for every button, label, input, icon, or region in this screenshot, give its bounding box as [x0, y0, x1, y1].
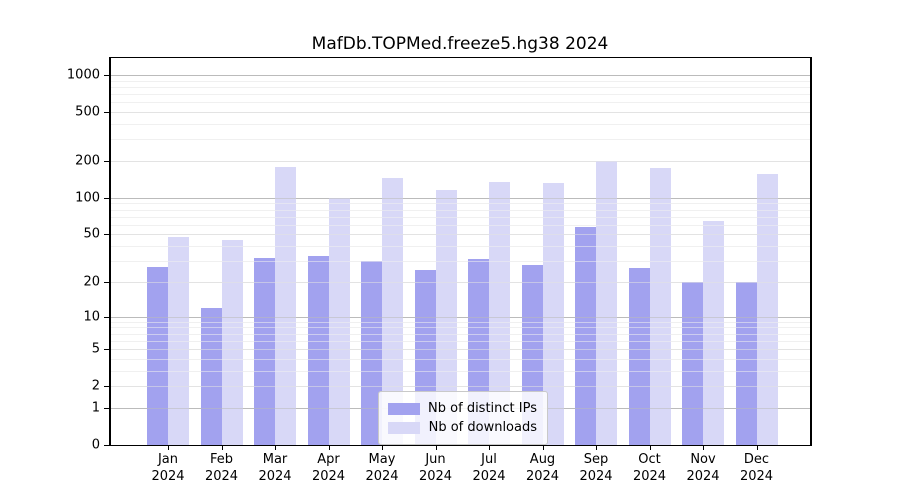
bar-downloads-nov	[703, 220, 724, 445]
bar-distinct-ips-sep	[575, 226, 596, 445]
bar-downloads-sep	[596, 160, 617, 445]
bar-distinct-ips-jan	[147, 266, 168, 445]
x-tick	[382, 445, 383, 450]
y-tick-label: 500	[75, 104, 100, 120]
chart-title: MafDb.TOPMed.freeze5.hg38 2024	[311, 34, 609, 54]
bar-distinct-ips-mar	[254, 257, 275, 445]
x-tick-label: May 2024	[365, 452, 399, 484]
bar-downloads-dec	[756, 173, 778, 445]
legend: Nb of distinct IPs Nb of downloads	[378, 391, 548, 445]
bar-downloads-feb	[221, 239, 243, 445]
x-tick	[168, 445, 169, 450]
legend-label: Nb of distinct IPs	[428, 401, 537, 416]
x-tick	[703, 445, 704, 450]
x-tick	[489, 445, 490, 450]
y-tick-label: 10	[83, 309, 100, 325]
x-tick-label: Sep 2024	[579, 452, 613, 484]
axis-spine-bottom	[109, 445, 812, 446]
x-tick-label: Mar 2024	[258, 452, 292, 484]
legend-swatch-distinct-ips	[388, 402, 420, 415]
x-tick	[435, 445, 437, 450]
bar-downloads-jan	[168, 236, 189, 445]
x-tick	[756, 445, 758, 450]
bar-downloads-apr	[328, 197, 350, 445]
x-tick	[221, 445, 223, 450]
y-tick	[104, 74, 110, 76]
legend-item-downloads: Nb of downloads	[388, 418, 537, 437]
y-tick	[104, 349, 110, 351]
y-tick-label: 20	[83, 274, 100, 290]
bar-downloads-may	[382, 177, 403, 445]
legend-item-distinct-ips: Nb of distinct IPs	[388, 399, 537, 418]
bar-distinct-ips-apr	[307, 256, 329, 445]
bar-distinct-ips-nov	[682, 281, 703, 445]
x-tick	[328, 445, 330, 450]
x-tick-label: Feb 2024	[204, 452, 239, 484]
legend-label: Nb of downloads	[428, 420, 537, 435]
y-tick	[104, 386, 110, 388]
x-tick-label: Jul 2024	[472, 452, 506, 484]
bar-distinct-ips-feb	[200, 307, 222, 445]
x-tick-label: Dec 2024	[739, 452, 774, 484]
bar-downloads-mar	[275, 167, 296, 445]
bar-layer	[110, 58, 810, 445]
y-tick	[104, 112, 110, 114]
y-tick	[104, 445, 110, 446]
y-tick-label: 50	[83, 226, 100, 242]
x-tick-label: Oct 2024	[632, 452, 667, 484]
y-tick-label: 1000	[66, 67, 100, 83]
y-tick	[104, 197, 110, 199]
axis-spine-left	[109, 58, 111, 446]
y-tick	[104, 160, 110, 162]
x-tick-label: Jan 2024	[151, 452, 185, 484]
x-tick-label: Jun 2024	[418, 452, 453, 484]
bar-distinct-ips-oct	[628, 268, 650, 445]
y-tick	[104, 234, 110, 236]
x-tick-label: Apr 2024	[311, 452, 346, 484]
x-tick-label: Aug 2024	[525, 452, 560, 484]
axis-spine-right	[810, 58, 812, 446]
y-tick	[104, 281, 110, 283]
x-tick	[649, 445, 651, 450]
y-tick	[104, 407, 110, 409]
bar-downloads-jul	[489, 181, 510, 445]
bar-downloads-oct	[649, 167, 671, 445]
legend-swatch-downloads	[388, 421, 420, 434]
y-tick-label: 2	[91, 378, 100, 394]
y-tick-label: 5	[91, 341, 100, 357]
axis-spine-top	[109, 57, 812, 58]
y-tick-label: 200	[75, 153, 100, 169]
bar-distinct-ips-dec	[735, 281, 757, 445]
x-tick	[596, 445, 597, 450]
x-tick	[542, 445, 544, 450]
y-tick-label: 100	[75, 190, 100, 206]
bar-downloads-jun	[435, 190, 457, 445]
plot-area	[110, 58, 810, 445]
y-tick-label: 1	[91, 400, 100, 416]
bar-downloads-aug	[542, 183, 564, 445]
x-tick	[275, 445, 276, 450]
bar-distinct-ips-may	[361, 261, 382, 445]
y-tick-label: 0	[91, 437, 100, 453]
x-tick-label: Nov 2024	[686, 452, 720, 484]
y-tick	[104, 316, 110, 318]
